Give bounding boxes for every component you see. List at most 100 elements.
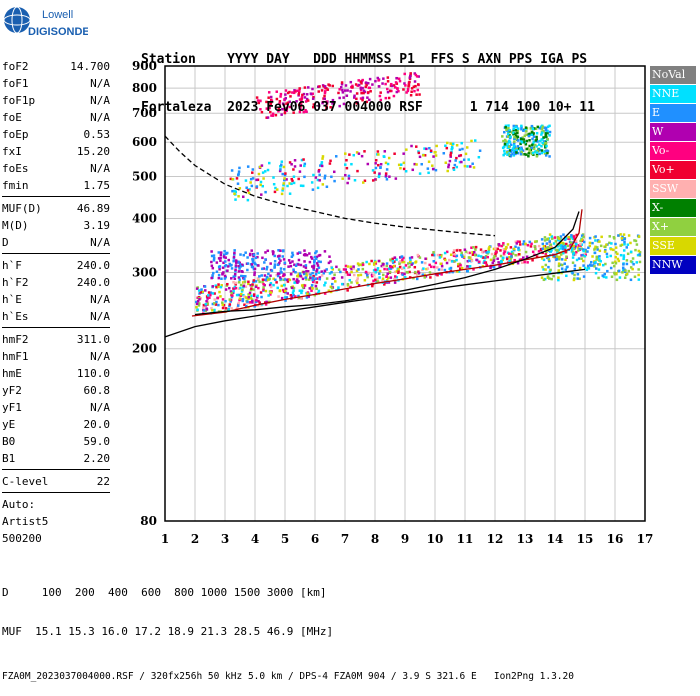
echo-point [580,238,584,241]
echo-point [261,184,264,188]
echo-point [303,86,307,89]
echo-point [365,100,369,104]
echo-point [237,195,240,198]
echo-point [279,168,282,171]
echo-point [264,251,267,254]
echo-point [413,265,417,269]
echo-point [315,262,319,265]
param-name: h`Es [2,310,29,323]
echo-point [486,255,490,259]
param-row: h`F 240.0 [2,257,110,274]
echo-point [303,96,307,99]
echo-point [382,77,385,80]
echo-point [329,260,332,263]
echo-point [315,250,318,253]
echo-point [514,134,518,138]
echo-point [629,260,633,263]
param-name: hmF2 [2,333,29,346]
param-value: N/A [90,293,110,306]
echo-point [548,134,551,137]
echo-point [197,289,201,292]
echo-point [295,100,298,103]
echo-point [450,145,454,149]
echo-point [614,255,617,259]
echo-point [230,295,234,299]
echo-point [571,261,575,264]
echo-point [550,249,553,252]
echo-point [312,264,316,268]
echo-point [576,249,580,252]
echo-point [234,264,238,267]
echo-point [352,153,356,157]
echo-point [479,255,483,258]
echo-point [280,296,284,300]
echo-point [359,88,363,92]
echo-point [523,134,527,138]
echo-point [449,153,452,157]
echo-point [546,275,550,278]
echo-point [315,287,318,291]
echo-point [266,116,270,119]
echo-point [402,152,405,155]
echo-point [508,129,511,132]
echo-point [276,263,280,267]
echo-point [523,153,526,156]
echo-point [385,168,389,171]
echo-point [238,298,241,302]
echo-point [242,253,246,257]
echo-point [403,276,407,279]
echo-point [501,146,505,150]
echo-point [282,183,285,187]
echo-point [436,253,440,257]
echo-point [202,303,206,307]
param-value: N/A [90,236,110,249]
echo-point [417,271,421,275]
echo-point [314,284,318,288]
echo-point [252,299,256,303]
echo-point [350,270,353,274]
echo-point [452,166,455,170]
echo-point [333,179,336,183]
echo-point [290,255,294,258]
echo-point [417,150,420,153]
x-tick-label: 16 [607,532,624,546]
echo-point [567,237,570,241]
echo-point [246,189,250,192]
echo-point [512,144,516,148]
echo-point [530,146,534,150]
echo-point [355,102,359,105]
echo-point [226,251,229,255]
echo-point [210,260,213,264]
echo-point [237,265,241,268]
echo-point [374,268,377,272]
echo-point [515,151,518,154]
echo-point [308,252,311,255]
echo-point [490,252,494,256]
echo-point [307,295,311,298]
echo-point [325,107,328,110]
echo-point [455,165,459,169]
echo-point [512,133,515,136]
echo-point [571,272,574,275]
echo-point [545,135,548,139]
echo-point [488,245,491,249]
echo-point [308,278,311,281]
echo-point [458,249,462,252]
echo-point [310,265,314,268]
echo-point [239,253,242,256]
echo-point [195,300,198,304]
echo-point [524,128,527,132]
echo-point [429,276,432,279]
param-row: yF1 N/A [2,399,110,416]
echo-point [389,267,393,270]
y-tick-label: 400 [132,211,157,225]
echo-point [279,92,283,96]
echo-point [530,242,533,246]
echo-point [274,278,277,282]
echo-point [635,261,638,264]
echo-point [402,260,406,264]
echo-point [320,164,324,168]
echo-point [266,249,270,253]
echo-point [564,246,567,249]
echo-point [359,273,363,277]
